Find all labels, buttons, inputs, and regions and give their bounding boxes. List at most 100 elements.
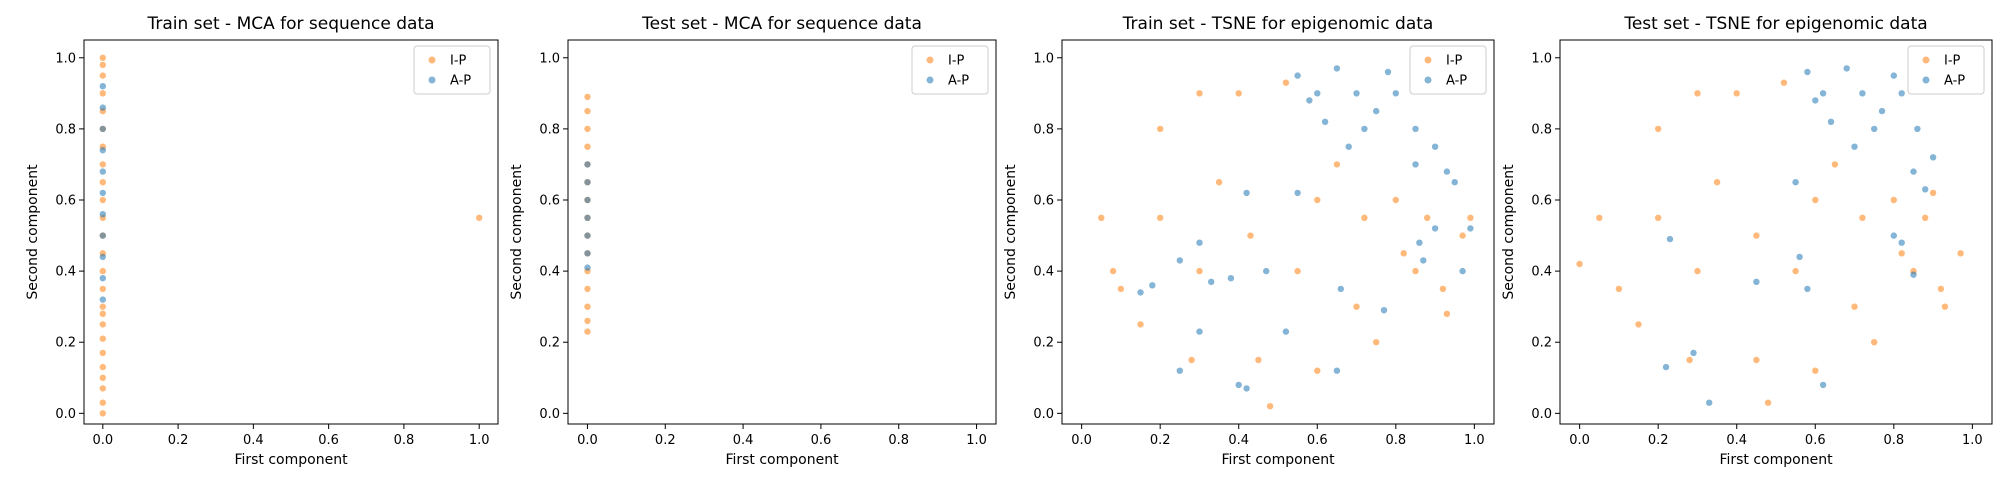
data-point xyxy=(1294,189,1301,197)
data-point xyxy=(1922,214,1929,221)
data-point xyxy=(1780,79,1788,86)
legend-label: I-P xyxy=(1944,54,1961,69)
data-point xyxy=(1937,285,1945,293)
chart-title: Train set - TSNE for epigenomic data xyxy=(1122,14,1434,34)
data-point xyxy=(1157,125,1164,133)
data-point xyxy=(1859,90,1866,97)
data-point xyxy=(99,61,107,69)
data-point xyxy=(1792,179,1799,186)
data-point xyxy=(1898,90,1905,97)
data-point xyxy=(99,275,107,282)
data-point xyxy=(99,363,107,371)
data-point xyxy=(1137,289,1144,296)
x-axis-label: First component xyxy=(1719,452,1833,468)
x-tick-label: 1.0 xyxy=(966,433,987,448)
data-point xyxy=(1282,79,1290,86)
legend: I-P A-P xyxy=(1907,45,1985,95)
data-point xyxy=(1666,235,1674,243)
data-point xyxy=(1890,232,1898,239)
data-point xyxy=(584,285,591,293)
data-point xyxy=(1333,367,1341,374)
x-tick-label: 1.0 xyxy=(1464,433,1485,448)
data-point xyxy=(584,232,591,239)
y-tick-label: 0.8 xyxy=(55,122,76,137)
data-point xyxy=(1804,285,1811,293)
data-point xyxy=(99,147,107,154)
data-point xyxy=(1176,367,1184,374)
data-point xyxy=(99,179,107,186)
x-tick-label: 0.6 xyxy=(1805,433,1826,448)
data-point xyxy=(584,250,591,257)
y-tick-label: 0.2 xyxy=(1531,336,1552,351)
data-point xyxy=(1157,214,1164,221)
data-point xyxy=(1733,90,1740,97)
data-point xyxy=(99,335,107,342)
data-point xyxy=(1831,161,1839,168)
y-tick-label: 0.8 xyxy=(1033,122,1054,137)
data-point xyxy=(1922,186,1929,193)
data-point xyxy=(584,317,591,325)
legend: I-P A-P xyxy=(1409,45,1487,95)
y-tick-label: 0.6 xyxy=(1033,194,1054,209)
y-tick-label: 0.2 xyxy=(1033,336,1054,351)
data-point xyxy=(1804,68,1811,76)
data-point xyxy=(1878,107,1886,115)
y-tick-label: 0.4 xyxy=(1033,265,1054,280)
data-point xyxy=(1243,385,1250,392)
chart-panel-4: 0.0 0.2 0.4 0.6 0.8 1.0 0.0 0.2 0.4 0.6 0.8 1.0 Test… xyxy=(1501,14,1993,468)
data-point xyxy=(1753,278,1760,285)
data-point xyxy=(1827,118,1835,126)
plot-frame xyxy=(1559,39,1993,425)
data-point xyxy=(1314,367,1321,374)
data-point xyxy=(1196,328,1203,335)
data-point xyxy=(1796,253,1803,261)
data-point xyxy=(1615,285,1623,293)
legend-label: A-P xyxy=(1944,74,1965,89)
data-point xyxy=(99,310,107,317)
data-point xyxy=(584,214,591,221)
data-point xyxy=(584,125,591,133)
data-point xyxy=(1914,125,1921,133)
data-point xyxy=(1890,196,1898,204)
data-point xyxy=(1655,214,1662,221)
data-point xyxy=(1196,267,1203,275)
data-point xyxy=(99,72,107,79)
data-point xyxy=(1321,118,1329,126)
y-tick-label: 0.4 xyxy=(55,265,76,280)
series-a-p xyxy=(584,161,591,271)
data-point xyxy=(1713,179,1721,186)
data-point xyxy=(99,253,107,261)
data-point xyxy=(99,374,107,381)
data-point xyxy=(1373,107,1380,115)
data-point xyxy=(99,161,107,168)
data-point xyxy=(584,93,591,101)
data-point xyxy=(584,179,591,186)
y-tick-label: 0.2 xyxy=(539,336,560,351)
data-point xyxy=(99,385,107,392)
data-point xyxy=(1306,97,1313,104)
data-point xyxy=(1459,267,1466,275)
chart-panel-2: 0.0 0.2 0.4 0.6 0.8 1.0 0.0 0.2 0.4 0.6 0.8 1.0 Test… xyxy=(509,14,997,468)
data-point xyxy=(1353,90,1360,97)
legend-label: A-P xyxy=(948,74,969,89)
data-point xyxy=(99,83,107,90)
x-tick-label: 0.2 xyxy=(1150,433,1171,448)
y-tick-label: 1.0 xyxy=(55,51,76,66)
data-point xyxy=(584,264,591,271)
x-tick-label: 1.0 xyxy=(469,433,490,448)
legend-label: I-P xyxy=(450,54,467,69)
data-point xyxy=(1263,267,1270,275)
data-point xyxy=(584,107,591,115)
data-point xyxy=(1819,90,1827,97)
x-tick-label: 0.2 xyxy=(1648,433,1669,448)
data-point xyxy=(1890,72,1898,79)
data-point xyxy=(1294,267,1301,275)
data-point xyxy=(1333,65,1341,72)
legend-marker xyxy=(926,56,934,64)
x-tick-label: 0.4 xyxy=(243,433,264,448)
y-tick-label: 1.0 xyxy=(1531,51,1552,66)
data-point xyxy=(1812,196,1819,204)
data-point xyxy=(1686,356,1693,364)
data-point xyxy=(1576,260,1583,268)
data-point xyxy=(1416,239,1423,246)
